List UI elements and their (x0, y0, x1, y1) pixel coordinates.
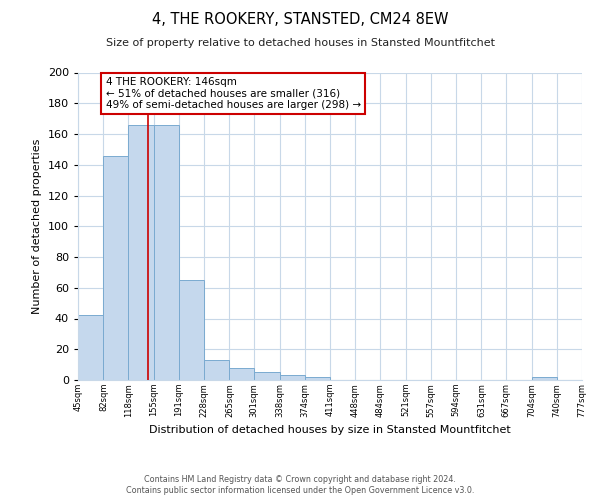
Text: 4, THE ROOKERY, STANSTED, CM24 8EW: 4, THE ROOKERY, STANSTED, CM24 8EW (152, 12, 448, 28)
Bar (229, 368, 254, 380)
Text: Contains HM Land Registry data © Crown copyright and database right 2024.: Contains HM Land Registry data © Crown c… (144, 475, 456, 484)
Bar (532, 377, 557, 380)
Bar (78, 316, 103, 380)
Bar (179, 280, 204, 380)
Text: Size of property relative to detached houses in Stansted Mountfitchet: Size of property relative to detached ho… (106, 38, 494, 48)
Bar (128, 125, 154, 380)
X-axis label: Distribution of detached houses by size in Stansted Mountfitchet: Distribution of detached houses by size … (149, 425, 511, 435)
Text: 4 THE ROOKERY: 146sqm
← 51% of detached houses are smaller (316)
49% of semi-det: 4 THE ROOKERY: 146sqm ← 51% of detached … (106, 77, 361, 110)
Bar (280, 376, 305, 380)
Text: Contains public sector information licensed under the Open Government Licence v3: Contains public sector information licen… (126, 486, 474, 495)
Bar (305, 377, 330, 380)
Bar (154, 125, 179, 380)
Bar (103, 156, 128, 380)
Bar (204, 360, 229, 380)
Bar (254, 372, 280, 380)
Y-axis label: Number of detached properties: Number of detached properties (32, 138, 42, 314)
